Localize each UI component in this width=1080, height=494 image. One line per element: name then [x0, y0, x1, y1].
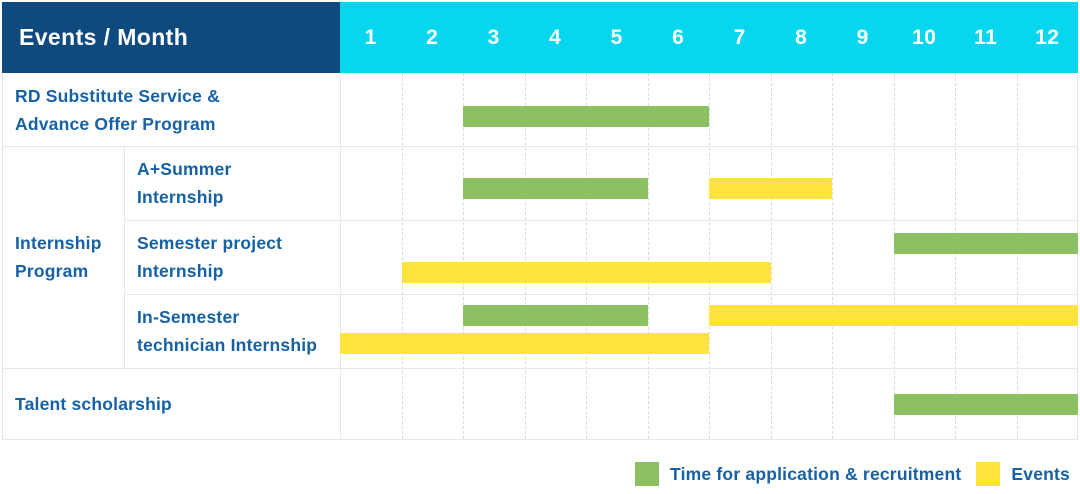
row-label-a-plus-summer-internship: A+Summer Internship	[124, 146, 340, 220]
legend-label-events: Events	[1011, 463, 1070, 484]
month-label: 2	[426, 25, 439, 49]
gantt-table: Events / Month 1 2 3 4 5 6 7 8 9 10 11 12 RD Substi…	[2, 2, 1078, 440]
group-label-line: Program	[15, 261, 89, 281]
row-gridline	[124, 220, 1078, 221]
month-label: 11	[974, 25, 998, 49]
column-gridline	[709, 73, 710, 439]
events-month-header-cell: Events / Month	[2, 2, 340, 73]
gantt-bar-application	[463, 106, 709, 127]
column-gridline	[524, 73, 526, 439]
column-gridline	[832, 73, 833, 439]
row-label-rd-substitute: RD Substitute Service & Advance Offer Pr…	[2, 73, 340, 146]
left-column-divider	[340, 73, 341, 439]
legend: Time for application & recruitment Event…	[635, 461, 1070, 487]
table-left-border	[2, 73, 3, 439]
row-gridline	[2, 146, 1078, 147]
row-label-line: Semester project	[137, 233, 283, 253]
events-color-swatch	[976, 462, 1001, 486]
legend-item-application: Time for application & recruitment	[635, 462, 961, 486]
row-label-line: Advance Offer Program	[15, 113, 216, 134]
column-gridline	[463, 73, 464, 439]
month-header-row: 1 2 3 4 5 6 7 8 9 10 11 12	[340, 2, 1078, 73]
month-label: 12	[1035, 25, 1060, 49]
row-label-talent-scholarship: Talent scholarship	[2, 368, 340, 440]
row-label-line: A+Summer	[137, 159, 232, 179]
month-label: 3	[487, 25, 500, 49]
table-bottom-border	[2, 439, 1078, 440]
column-gridline	[401, 73, 403, 439]
row-label-line: In-Semester	[137, 307, 240, 327]
row-label-line: RD Substitute Service &	[15, 85, 220, 106]
gantt-bar-event	[709, 305, 1078, 326]
sublabel-divider	[124, 146, 125, 368]
row-label-line: Internship	[137, 261, 224, 281]
gantt-bar-application	[893, 394, 1078, 415]
gantt-bar-application	[463, 305, 648, 326]
row-gridline	[124, 294, 1078, 295]
row-label-line: Talent scholarship	[15, 394, 172, 414]
column-gridline	[770, 73, 772, 439]
row-label-line: Internship	[137, 187, 224, 207]
group-label-line: Internship	[15, 233, 102, 253]
row-label-line: technician Internship	[137, 335, 318, 355]
gantt-bar-application	[463, 178, 648, 199]
row-label-semester-project-internship: Semester project Internship	[124, 220, 340, 294]
column-gridline	[1016, 73, 1018, 439]
group-label-internship-program: Internship Program	[2, 146, 124, 368]
column-gridline	[586, 73, 587, 439]
legend-label-application: Time for application & recruitment	[670, 463, 962, 484]
month-label: 4	[549, 25, 562, 49]
gantt-bar-application	[893, 233, 1078, 254]
row-gridline	[2, 368, 1078, 369]
column-gridline	[647, 73, 649, 439]
legend-item-events: Events	[976, 462, 1070, 486]
table-title: Events / Month	[19, 24, 189, 50]
month-label: 7	[733, 25, 746, 49]
column-gridline	[893, 73, 895, 439]
gantt-bar-event	[401, 262, 771, 283]
gantt-bar-event	[709, 178, 832, 199]
month-label: 5	[610, 25, 623, 49]
month-label: 8	[795, 25, 808, 49]
table-right-border	[1077, 73, 1078, 439]
column-gridline	[955, 73, 956, 439]
application-color-swatch	[635, 462, 660, 486]
month-label: 6	[672, 25, 685, 49]
gantt-bar-event	[340, 333, 709, 354]
month-label: 1	[364, 25, 377, 49]
month-label: 9	[856, 25, 869, 49]
month-label: 10	[912, 25, 937, 49]
row-label-in-semester-technician-internship: In-Semester technician Internship	[124, 294, 340, 368]
